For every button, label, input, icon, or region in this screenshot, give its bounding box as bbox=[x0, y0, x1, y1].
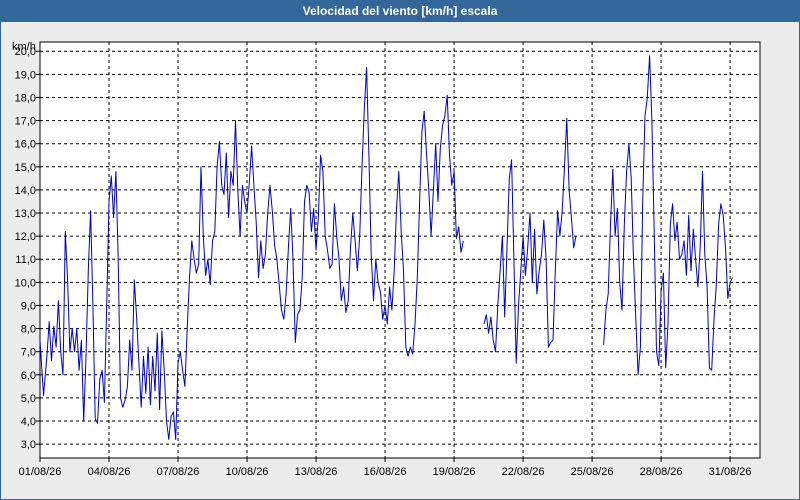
y-tick-label: 3,0 bbox=[21, 439, 36, 451]
y-tick-label: 4,0 bbox=[21, 416, 36, 428]
y-tick-label: 11,0 bbox=[15, 254, 36, 266]
x-tick-label: 01/08/26 bbox=[19, 466, 62, 478]
y-axis-ticks: 3,0 4,0 5,0 6,0 7,0 8,0 9,0 10,0 11,0 12,0 13,0 14,… bbox=[15, 46, 40, 451]
series-line bbox=[39, 66, 464, 440]
x-tick-label: 25/08/26 bbox=[571, 466, 614, 478]
plot-area bbox=[40, 42, 760, 458]
y-tick-label: 13,0 bbox=[15, 208, 36, 220]
y-tick-label: 9,0 bbox=[21, 300, 36, 312]
y-tick-label: 16,0 bbox=[15, 139, 36, 151]
x-tick-label: 07/08/26 bbox=[157, 466, 200, 478]
chart-title: Velocidad del viento [km/h] escala bbox=[0, 0, 800, 22]
y-tick-label: 17,0 bbox=[15, 116, 36, 128]
y-tick-label: 19,0 bbox=[15, 69, 36, 81]
y-tick-label: 5,0 bbox=[21, 393, 36, 405]
y-tick-label: 20,0 bbox=[15, 46, 36, 58]
y-tick-label: 15,0 bbox=[15, 162, 36, 174]
y-tick-label: 12,0 bbox=[15, 231, 36, 243]
x-tick-label: 13/08/26 bbox=[295, 466, 338, 478]
plot-border bbox=[39, 41, 761, 459]
series-line bbox=[603, 55, 733, 376]
y-tick-label: 6,0 bbox=[21, 370, 36, 382]
grid bbox=[40, 42, 760, 458]
wind-speed-series bbox=[39, 55, 733, 440]
y-tick-label: 10,0 bbox=[15, 277, 36, 289]
x-tick-label: 16/08/26 bbox=[364, 466, 407, 478]
y-axis-unit: km/h bbox=[12, 41, 36, 53]
series-line bbox=[483, 117, 577, 364]
wind-speed-chart: 3,0 4,0 5,0 6,0 7,0 8,0 9,0 10,0 11,0 12,0 13,0 14,… bbox=[12, 41, 761, 478]
x-tick-label: 10/08/26 bbox=[226, 466, 269, 478]
x-tick-label: 22/08/26 bbox=[502, 466, 545, 478]
x-tick-label: 28/08/26 bbox=[640, 466, 683, 478]
y-tick-label: 8,0 bbox=[21, 324, 36, 336]
y-tick-label: 18,0 bbox=[15, 92, 36, 104]
y-tick-label: 14,0 bbox=[15, 185, 36, 197]
y-tick-label: 7,0 bbox=[21, 347, 36, 359]
x-tick-label: 19/08/26 bbox=[433, 466, 476, 478]
x-axis-ticks: 01/08/26 04/08/26 07/08/26 10/08/26 13/08/26… bbox=[19, 458, 752, 478]
x-tick-label: 31/08/26 bbox=[709, 466, 752, 478]
x-tick-label: 04/08/26 bbox=[88, 466, 131, 478]
